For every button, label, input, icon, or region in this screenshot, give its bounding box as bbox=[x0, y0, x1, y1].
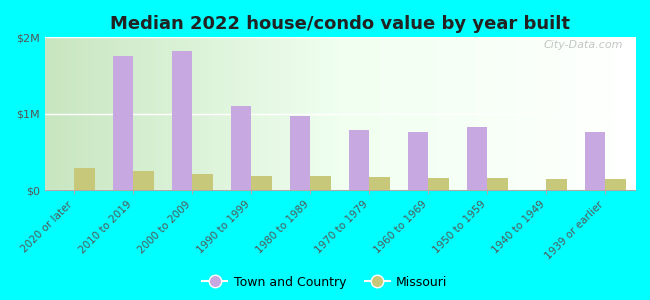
Bar bbox=[547, 179, 567, 190]
Bar bbox=[231, 106, 252, 190]
Bar bbox=[349, 130, 369, 190]
Bar bbox=[74, 168, 95, 190]
Bar bbox=[408, 132, 428, 190]
Bar bbox=[428, 178, 449, 190]
Bar bbox=[290, 116, 311, 190]
Bar bbox=[311, 176, 331, 190]
Text: City-Data.com: City-Data.com bbox=[543, 40, 623, 50]
Bar bbox=[369, 177, 390, 190]
Bar bbox=[252, 176, 272, 190]
Bar bbox=[488, 178, 508, 190]
Bar bbox=[133, 171, 154, 190]
Bar bbox=[606, 178, 626, 190]
Legend: Town and Country, Missouri: Town and Country, Missouri bbox=[198, 271, 452, 294]
Bar bbox=[467, 128, 488, 190]
Bar bbox=[585, 132, 606, 190]
Bar bbox=[192, 174, 213, 190]
Title: Median 2022 house/condo value by year built: Median 2022 house/condo value by year bu… bbox=[110, 15, 570, 33]
Bar bbox=[112, 56, 133, 190]
Bar bbox=[172, 51, 192, 190]
